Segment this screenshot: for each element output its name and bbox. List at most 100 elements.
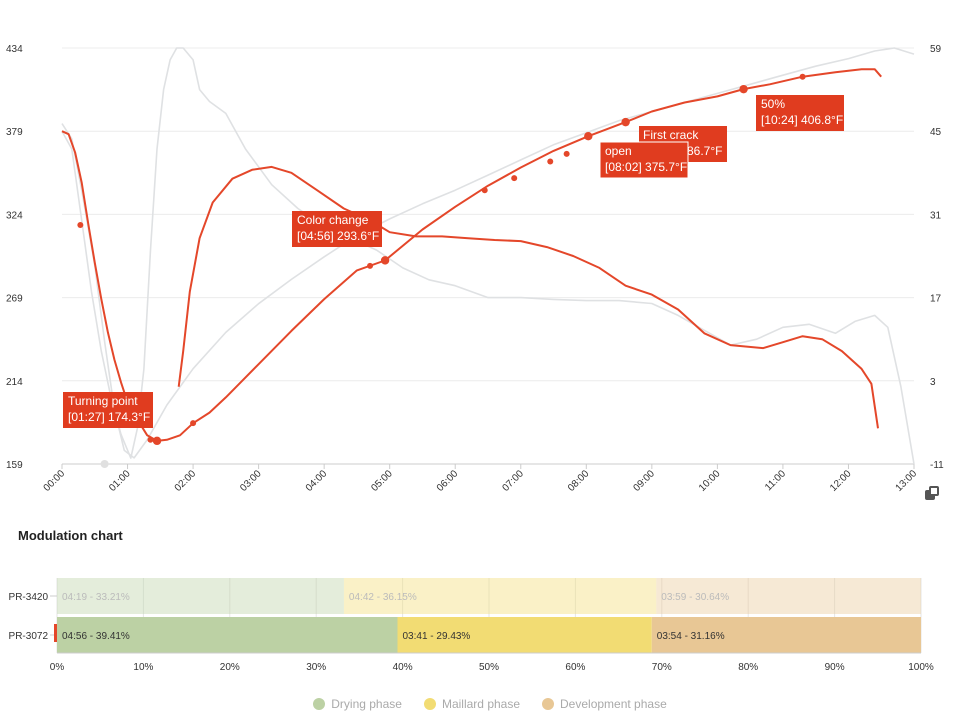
annotation-first-crack-label: First crack [643, 128, 699, 142]
legend-label-development: Development phase [560, 697, 667, 711]
x-tick-label: 05:00 [369, 468, 395, 494]
modulation-x-tick-label: 20% [220, 662, 240, 673]
modulation-x-tick-label: 60% [565, 662, 585, 673]
modulation-x-tick-label: 90% [825, 662, 845, 673]
event-marker[interactable] [621, 117, 630, 127]
x-tick-label: 11:00 [763, 468, 788, 493]
event-marker[interactable] [511, 175, 518, 182]
left-tick-label: 214 [6, 377, 23, 388]
event-marker[interactable] [584, 131, 593, 141]
modulation-x-tick-label: 70% [652, 662, 672, 673]
annotation-color-change-value: [04:56] 293.6°F [297, 229, 379, 243]
modulation-bar-label: 03:59 - 30.64% [661, 592, 729, 603]
modulation-x-tick-label: 100% [908, 662, 934, 673]
legend-dot-maillard [423, 698, 436, 710]
annotation-turning-point[interactable]: Turning point [01:27] 174.3°F [63, 392, 153, 428]
legend-item-drying[interactable]: Drying phase [313, 697, 402, 711]
modulation-category-label: PR-3420 [9, 592, 49, 603]
x-axis-ticks: 00:00 01:00 02:00 03:00 04:00 05:00 06:00 07:00… [42, 464, 920, 494]
right-tick-label: 3 [930, 377, 936, 388]
modulation-bar-label: 04:19 - 33.21% [62, 592, 130, 603]
event-marker[interactable] [563, 150, 570, 157]
event-marker[interactable] [380, 256, 390, 265]
right-tick-label: 31 [930, 210, 942, 221]
x-tick-label: 07:00 [500, 468, 526, 494]
annotation-50-percent-value: [10:24] 406.8°F [761, 113, 843, 127]
right-tick-label: 45 [930, 127, 942, 138]
modulation-bar-label: 04:42 - 36.15% [349, 592, 417, 603]
modulation-bar-label: 03:41 - 29.43% [403, 631, 471, 642]
x-tick-label: 06:00 [435, 468, 461, 494]
x-tick-label: 09:00 [631, 468, 657, 494]
modulation-bar-segment[interactable] [651, 617, 921, 653]
modulation-axis: 0% 10% 20% 30% 40% 50% 60% 70% 80% 90% 100% [50, 652, 934, 673]
event-marker[interactable] [481, 187, 488, 194]
annotation-open-value: [08:02] 375.7°F [605, 160, 687, 174]
modulation-chart-title: Modulation chart [18, 528, 123, 543]
annotation-color-change[interactable]: Color change [04:56] 293.6°F [292, 211, 382, 247]
event-marker[interactable] [147, 436, 154, 443]
modulation-bar-label: 03:54 - 31.16% [657, 631, 725, 642]
x-tick-label: 03:00 [238, 468, 264, 494]
left-tick-label: 379 [6, 127, 23, 138]
annotation-first-crack-value: 86.7°F [687, 144, 722, 158]
series-line-bean-temperature [61, 68, 882, 442]
legend-dot-development [542, 698, 555, 710]
left-axis-ticks: 159 214 269 324 379 434 [6, 44, 23, 471]
right-axis-ticks: -11 3 17 31 45 59 [930, 44, 944, 471]
x-tick-label: 12:00 [828, 468, 854, 494]
right-tick-label: 59 [930, 44, 942, 55]
legend-label-maillard: Maillard phase [441, 697, 521, 711]
legend-item-maillard[interactable]: Maillard phase [423, 697, 521, 711]
annotation-open[interactable]: open [08:02] 375.7°F [599, 141, 689, 179]
modulation-x-tick-label: 30% [306, 662, 326, 673]
x-tick-label: 10:00 [697, 468, 723, 494]
modulation-category-label: PR-3072 [9, 631, 49, 642]
reference-marker [100, 460, 109, 468]
x-tick-label: 13:00 [894, 468, 920, 494]
modulation-bars: 04:19 - 33.21% 04:42 - 36.15% 03:59 - 30.6… [9, 578, 921, 653]
left-tick-label: 159 [6, 460, 23, 471]
x-tick-label: 01:00 [107, 468, 133, 494]
event-marker[interactable] [367, 262, 374, 269]
modulation-bar-segment[interactable] [343, 578, 657, 614]
series-line-rate-of-rise [177, 165, 879, 429]
annotation-turning-point-value: [01:27] 174.3°F [68, 410, 150, 424]
x-tick-label: 00:00 [42, 468, 68, 494]
event-marker[interactable] [77, 221, 84, 228]
event-marker[interactable] [190, 420, 197, 427]
legend-label-drying: Drying phase [331, 697, 402, 711]
legend-dot-drying [313, 698, 326, 710]
current-row-indicator [54, 624, 57, 642]
series-layer [61, 47, 915, 468]
right-tick-label: 17 [930, 294, 942, 305]
left-tick-label: 269 [6, 294, 23, 305]
annotation-50-percent[interactable]: 50% [10:24] 406.8°F [756, 95, 844, 131]
x-tick-label: 02:00 [173, 468, 199, 494]
right-tick-label: -11 [930, 460, 944, 471]
modulation-x-tick-label: 40% [393, 662, 413, 673]
modulation-x-tick-label: 50% [479, 662, 499, 673]
event-marker[interactable] [152, 436, 162, 446]
event-marker[interactable] [739, 84, 748, 94]
legend-item-development[interactable]: Development phase [542, 697, 667, 711]
annotation-turning-point-label: Turning point [68, 394, 138, 408]
modulation-chart: 04:19 - 33.21% 04:42 - 36.15% 03:59 - 30.6… [9, 578, 934, 673]
annotation-color-change-label: Color change [297, 213, 369, 227]
modulation-bar-segment[interactable] [397, 617, 652, 653]
left-tick-label: 324 [6, 210, 23, 221]
roast-chart: 159 214 269 324 379 434 -11 3 17 31 45 59 00:00 01:… [6, 44, 944, 500]
expand-corner-icon[interactable] [925, 486, 939, 500]
modulation-bar-segment[interactable] [57, 578, 344, 614]
left-tick-label: 434 [6, 44, 23, 55]
event-marker[interactable] [547, 158, 554, 165]
modulation-bar-segment[interactable] [57, 617, 398, 653]
modulation-bar-segment[interactable] [656, 578, 921, 614]
modulation-x-tick-label: 10% [133, 662, 153, 673]
annotation-50-percent-label: 50% [761, 97, 785, 111]
annotation-open-label: open [605, 144, 632, 158]
marker-layer [77, 73, 806, 446]
x-tick-label: 04:00 [304, 468, 330, 494]
modulation-x-tick-label: 80% [738, 662, 758, 673]
event-marker[interactable] [799, 73, 806, 80]
